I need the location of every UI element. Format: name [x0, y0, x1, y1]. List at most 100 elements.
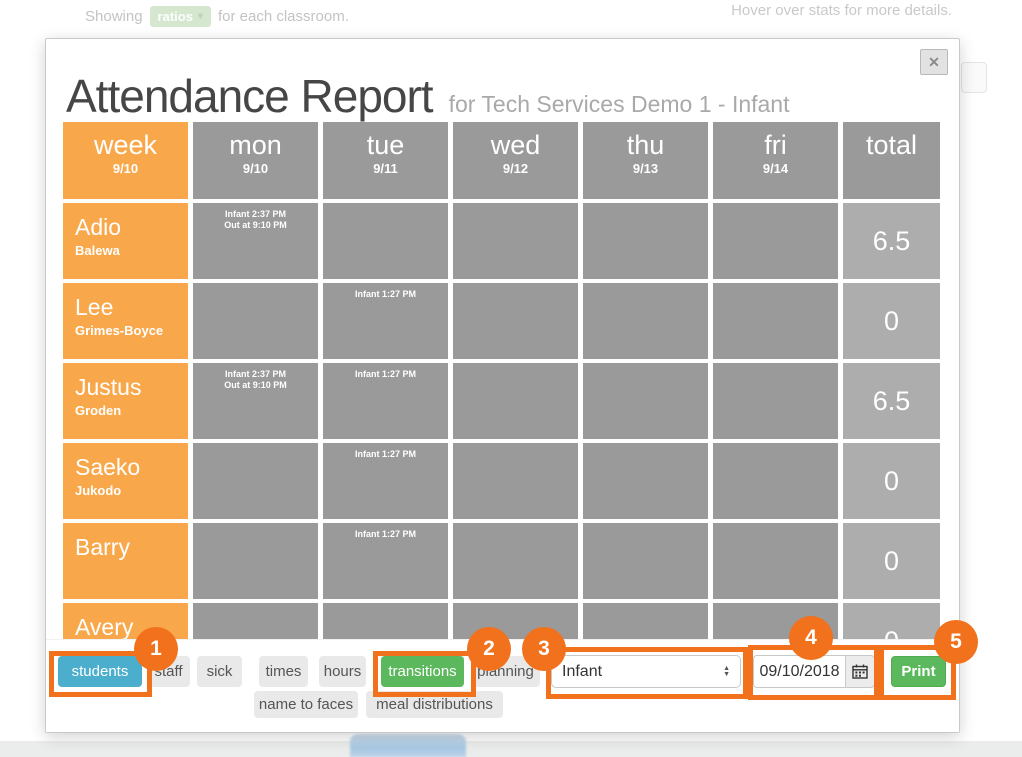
ratios-dropdown-label: ratios — [157, 9, 193, 24]
col-date: 9/10 — [242, 161, 269, 176]
classroom-select[interactable]: Infant ▲ ▼ — [551, 655, 741, 688]
attendance-cell: Infant 2:37 PM Out at 9:10 PM — [193, 203, 318, 279]
attendance-cell — [193, 283, 318, 359]
total-hours-cell: 6.5 — [843, 203, 940, 279]
attendance-cell — [713, 203, 838, 279]
tab-name-to-faces[interactable]: name to faces — [254, 691, 358, 718]
col-date: 9/14 — [762, 161, 789, 176]
calendar-icon[interactable] — [846, 655, 875, 688]
student-last-name: Groden — [75, 403, 122, 418]
background-photo — [350, 734, 466, 757]
tab-sick[interactable]: sick — [197, 656, 242, 687]
tab-students[interactable]: students — [58, 656, 142, 687]
col-label: tue — [366, 130, 405, 160]
student-first-name: Saeko — [75, 454, 141, 480]
attendance-cell — [713, 523, 838, 599]
attendance-cell: Infant 2:37 PM Out at 9:10 PM — [193, 363, 318, 439]
attendance-cell: Infant 1:27 PM — [323, 523, 448, 599]
attendance-cell — [193, 443, 318, 519]
attendance-note: Infant 1:27 PM — [354, 369, 416, 379]
student-last-name: Balewa — [75, 243, 120, 258]
student-name-cell: Adio Balewa — [63, 203, 188, 279]
attendance-cell — [583, 283, 708, 359]
attendance-cell — [453, 523, 578, 599]
showing-prefix: Showing — [85, 8, 143, 25]
student-first-name: Barry — [75, 534, 130, 560]
attendance-cell — [713, 363, 838, 439]
attendance-cell — [193, 603, 318, 639]
attendance-cell: Infant 1:27 PM — [323, 283, 448, 359]
attendance-cell — [583, 603, 708, 639]
attendance-cell: Infant 1:27 PM — [323, 363, 448, 439]
attendance-note: Out at 9:10 PM — [224, 220, 287, 230]
date-group: 09/10/2018 — [753, 655, 875, 688]
hover-hint: Hover over stats for more details. — [731, 2, 952, 19]
chevron-down-icon: ▾ — [197, 11, 203, 22]
attendance-cell — [453, 363, 578, 439]
attendance-cell — [583, 203, 708, 279]
col-date: 9/12 — [502, 161, 529, 176]
student-name-cell: Lee Grimes-Boyce — [63, 283, 188, 359]
select-arrows-icon: ▲ ▼ — [723, 664, 730, 678]
column-header-tue: tue 9/11 — [323, 122, 448, 199]
attendance-note: Infant 1:27 PM — [354, 529, 416, 539]
print-button[interactable]: Print — [891, 656, 946, 687]
col-label: week — [93, 130, 158, 160]
column-header-wed: wed 9/12 — [453, 122, 578, 199]
attendance-report-modal: Attendance Report for Tech Services Demo… — [45, 38, 978, 733]
attendance-note: Out at 9:10 PM — [224, 380, 287, 390]
student-last-name: Grimes-Boyce — [75, 323, 164, 338]
attendance-note: Infant 1:27 PM — [354, 449, 416, 459]
attendance-cell — [453, 203, 578, 279]
modal-header: Attendance Report for Tech Services Demo… — [66, 69, 789, 123]
total-hours-cell: 0 — [843, 443, 940, 519]
student-first-name: Avery — [75, 614, 134, 639]
showing-ratios-line: Showing ratios ▾ for each classroom. — [85, 6, 349, 27]
student-name-cell: Justus Groden — [63, 363, 188, 439]
annotation-badge-2: 2 — [467, 627, 511, 671]
total-hours-cell: 6.5 — [843, 363, 940, 439]
attendance-table: week 9/10 mon 9/10 tue 9/11 wed 9/12 thu — [63, 122, 941, 639]
column-header-total: total — [843, 122, 940, 199]
col-date: 9/10 — [112, 161, 139, 176]
annotation-badge-4: 4 — [789, 616, 833, 660]
col-label: wed — [490, 130, 541, 160]
attendance-cell — [323, 203, 448, 279]
student-first-name: Lee — [75, 294, 114, 320]
col-label: mon — [229, 130, 282, 160]
ratios-dropdown[interactable]: ratios ▾ — [149, 6, 211, 27]
column-header-thu: thu 9/13 — [583, 122, 708, 199]
attendance-cell — [583, 363, 708, 439]
annotation-badge-1: 1 — [134, 627, 178, 671]
attendance-cell — [453, 283, 578, 359]
page-title: Attendance Report — [66, 70, 434, 122]
student-name-cell: Barry — [63, 523, 188, 599]
attendance-note: Infant 2:37 PM — [224, 369, 286, 379]
total-hours-cell: 0 — [843, 523, 940, 599]
attendance-cell: Infant 1:27 PM — [323, 443, 448, 519]
col-label: total — [865, 130, 918, 160]
attendance-note: Infant 1:27 PM — [354, 289, 416, 299]
student-name-cell: Avery — [63, 603, 188, 639]
attendance-cell — [713, 443, 838, 519]
tab-transitions[interactable]: transitions — [381, 656, 464, 687]
column-header-fri: fri 9/14 — [713, 122, 838, 199]
tab-times[interactable]: times — [259, 656, 308, 687]
student-last-name: Jukodo — [75, 483, 122, 498]
col-date: 9/13 — [632, 161, 659, 176]
attendance-note: Infant 2:37 PM — [224, 209, 286, 219]
attendance-cell — [583, 523, 708, 599]
student-first-name: Adio — [75, 214, 122, 240]
page-subtitle: for Tech Services Demo 1 - Infant — [448, 91, 790, 117]
total-hours-cell: 0 — [843, 283, 940, 359]
col-label: thu — [626, 130, 665, 160]
tab-hours[interactable]: hours — [319, 656, 366, 687]
background-strip — [0, 741, 1022, 757]
column-header-mon: mon 9/10 — [193, 122, 318, 199]
column-header-week: week 9/10 — [63, 122, 188, 199]
close-icon[interactable]: ✕ — [920, 49, 948, 75]
date-input[interactable]: 09/10/2018 — [753, 655, 846, 688]
showing-suffix: for each classroom. — [217, 8, 349, 25]
student-name-cell: Saeko Jukodo — [63, 443, 188, 519]
tab-meal-distributions[interactable]: meal distributions — [366, 691, 503, 718]
